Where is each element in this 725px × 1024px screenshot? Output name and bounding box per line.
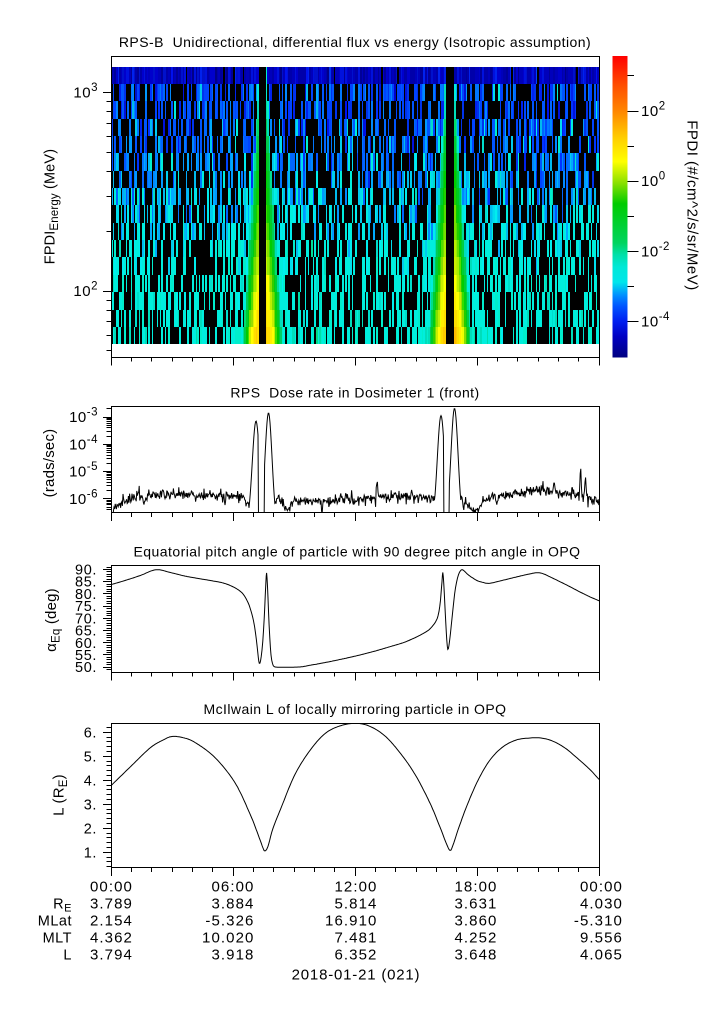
svg-text:50.: 50. bbox=[75, 660, 97, 676]
svg-text:3.884: 3.884 bbox=[211, 896, 254, 913]
svg-text:5.: 5. bbox=[84, 749, 97, 765]
svg-text:00:00: 00:00 bbox=[90, 879, 133, 896]
svg-text:3.631: 3.631 bbox=[454, 896, 497, 913]
svg-text:5.814: 5.814 bbox=[334, 896, 377, 913]
svg-text:2018-01-21 (021): 2018-01-21 (021) bbox=[292, 967, 421, 984]
svg-text:00:00: 00:00 bbox=[580, 879, 623, 896]
svg-text:3.: 3. bbox=[84, 797, 97, 813]
svg-text:6.: 6. bbox=[84, 725, 97, 741]
svg-text:75.: 75. bbox=[75, 599, 97, 615]
svg-text:06:00: 06:00 bbox=[211, 879, 254, 896]
svg-text:55.: 55. bbox=[75, 648, 97, 664]
svg-text:60.: 60. bbox=[75, 636, 97, 652]
svg-text:MLat: MLat bbox=[38, 914, 72, 930]
svg-text:3.860: 3.860 bbox=[454, 913, 497, 930]
svg-text:4.362: 4.362 bbox=[90, 930, 133, 947]
svg-text:70.: 70. bbox=[75, 611, 97, 627]
svg-text:4.252: 4.252 bbox=[454, 930, 497, 947]
svg-text:18:00: 18:00 bbox=[454, 879, 497, 896]
svg-text:RPS-B Unidirectional, differe: RPS-B Unidirectional, differential flux … bbox=[119, 34, 591, 50]
svg-text:90.: 90. bbox=[75, 563, 97, 579]
svg-text:3.789: 3.789 bbox=[90, 896, 133, 913]
svg-text:FPDI (#/cm^2/s/sr/MeV): FPDI (#/cm^2/s/sr/MeV) bbox=[684, 120, 701, 291]
svg-text:McIlwain L of locally mirrorin: McIlwain L of locally mirroring particle… bbox=[203, 701, 506, 717]
svg-text:RPS Dose rate in Dosimeter 1: RPS Dose rate in Dosimeter 1 (front) bbox=[230, 385, 479, 401]
svg-text:80.: 80. bbox=[75, 587, 97, 603]
svg-text:-5.326: -5.326 bbox=[205, 913, 254, 930]
svg-text:2.: 2. bbox=[84, 821, 97, 837]
svg-text:85.: 85. bbox=[75, 575, 97, 591]
svg-text:9.556: 9.556 bbox=[580, 930, 623, 947]
svg-text:(rads/sec): (rads/sec) bbox=[41, 429, 58, 498]
svg-text:FPDIEnergy (MeV): FPDIEnergy (MeV) bbox=[43, 149, 62, 264]
svg-text:3.648: 3.648 bbox=[454, 947, 497, 964]
svg-text:3.794: 3.794 bbox=[90, 947, 133, 964]
svg-text:1.: 1. bbox=[84, 845, 97, 861]
svg-text:4.030: 4.030 bbox=[580, 896, 623, 913]
svg-text:3.918: 3.918 bbox=[211, 947, 254, 964]
svg-text:L: L bbox=[63, 948, 72, 964]
svg-text:-5.310: -5.310 bbox=[574, 913, 623, 930]
svg-text:7.481: 7.481 bbox=[334, 930, 377, 947]
svg-text:Equatorial pitch angle of part: Equatorial pitch angle of particle with … bbox=[134, 544, 581, 560]
svg-text:2.154: 2.154 bbox=[90, 913, 133, 930]
svg-text:6.352: 6.352 bbox=[334, 947, 377, 964]
svg-text:65.: 65. bbox=[75, 624, 97, 640]
svg-text:MLT: MLT bbox=[43, 931, 72, 947]
svg-text:4.: 4. bbox=[84, 773, 97, 789]
svg-text:12:00: 12:00 bbox=[334, 879, 377, 896]
svg-text:10.020: 10.020 bbox=[202, 930, 254, 947]
svg-text:16.910: 16.910 bbox=[325, 913, 377, 930]
svg-text:4.065: 4.065 bbox=[580, 947, 623, 964]
